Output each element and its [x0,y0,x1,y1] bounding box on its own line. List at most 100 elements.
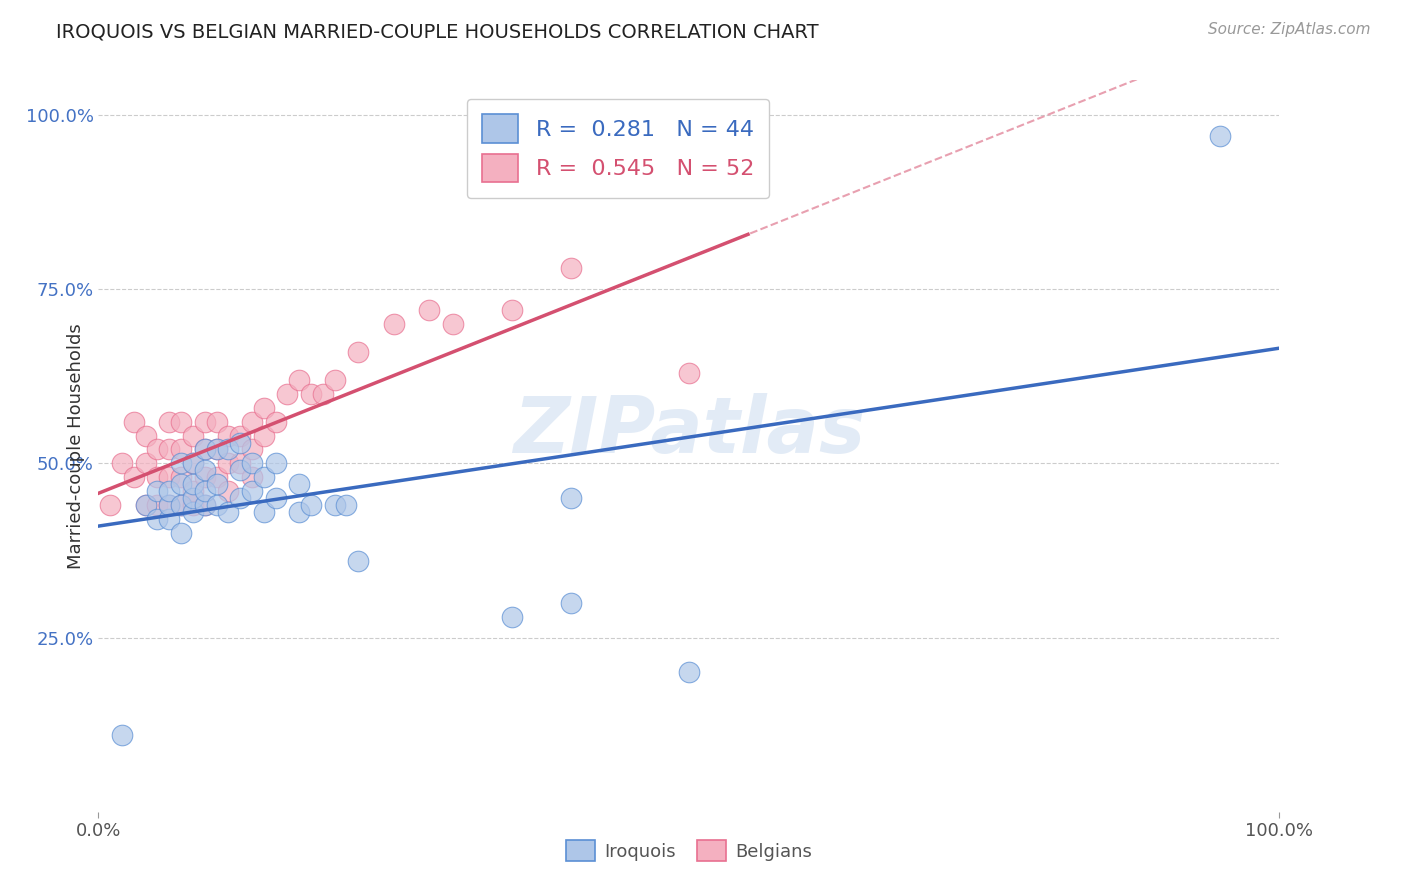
Point [135,457,157,471]
Point [501,303,523,318]
Point [382,317,405,331]
Point [678,665,700,680]
Point [157,415,180,429]
Point [299,498,322,512]
Point [122,470,145,484]
Point [418,303,440,318]
Point [288,373,311,387]
Point [560,261,582,276]
Point [181,498,204,512]
Legend: Iroquois, Belgians: Iroquois, Belgians [558,833,820,869]
Point [240,457,263,471]
Point [146,512,169,526]
Point [560,596,582,610]
Y-axis label: Married-couple Households: Married-couple Households [66,323,84,569]
Point [135,428,157,442]
Point [135,498,157,512]
Point [264,457,287,471]
Point [441,317,464,331]
Text: ZIPatlas: ZIPatlas [513,393,865,469]
Point [181,491,204,506]
Point [135,498,157,512]
Point [501,609,523,624]
Point [240,415,263,429]
Point [146,484,169,499]
Point [157,484,180,499]
Point [240,442,263,457]
Point [181,477,204,491]
Point [335,498,357,512]
Point [217,457,239,471]
Point [205,498,228,512]
Point [229,435,252,450]
Point [253,470,276,484]
Point [323,498,346,512]
Point [170,415,193,429]
Point [205,442,228,457]
Point [240,470,263,484]
Point [170,526,193,541]
Point [98,498,121,512]
Point [194,463,217,477]
Point [299,386,322,401]
Point [170,498,193,512]
Point [217,442,239,457]
Point [217,505,239,519]
Point [253,401,276,415]
Point [240,484,263,499]
Point [194,415,217,429]
Point [111,457,134,471]
Point [170,498,193,512]
Point [560,491,582,506]
Point [181,428,204,442]
Point [146,442,169,457]
Point [229,428,252,442]
Point [181,484,204,499]
Point [264,491,287,506]
Point [217,484,239,499]
Point [194,442,217,457]
Point [205,415,228,429]
Point [276,386,298,401]
Point [253,428,276,442]
Point [181,457,204,471]
Point [170,442,193,457]
Point [229,463,252,477]
Point [194,442,217,457]
Point [194,498,217,512]
Point [111,728,134,742]
Point [146,470,169,484]
Point [312,386,335,401]
Point [181,505,204,519]
Point [253,505,276,519]
Point [205,470,228,484]
Point [170,477,193,491]
Point [170,470,193,484]
Point [229,491,252,506]
Point [157,512,180,526]
Text: IROQUOIS VS BELGIAN MARRIED-COUPLE HOUSEHOLDS CORRELATION CHART: IROQUOIS VS BELGIAN MARRIED-COUPLE HOUSE… [56,22,818,41]
Point [146,498,169,512]
Point [288,477,311,491]
Point [194,470,217,484]
Point [229,457,252,471]
Point [1209,128,1232,143]
Point [157,498,180,512]
Point [288,505,311,519]
Point [157,442,180,457]
Point [205,477,228,491]
Point [194,498,217,512]
Point [347,554,370,568]
Point [194,484,217,499]
Point [122,415,145,429]
Point [157,498,180,512]
Point [205,442,228,457]
Point [323,373,346,387]
Point [170,457,193,471]
Text: Source: ZipAtlas.com: Source: ZipAtlas.com [1208,22,1371,37]
Point [157,470,180,484]
Point [181,457,204,471]
Point [678,366,700,380]
Point [217,428,239,442]
Point [264,415,287,429]
